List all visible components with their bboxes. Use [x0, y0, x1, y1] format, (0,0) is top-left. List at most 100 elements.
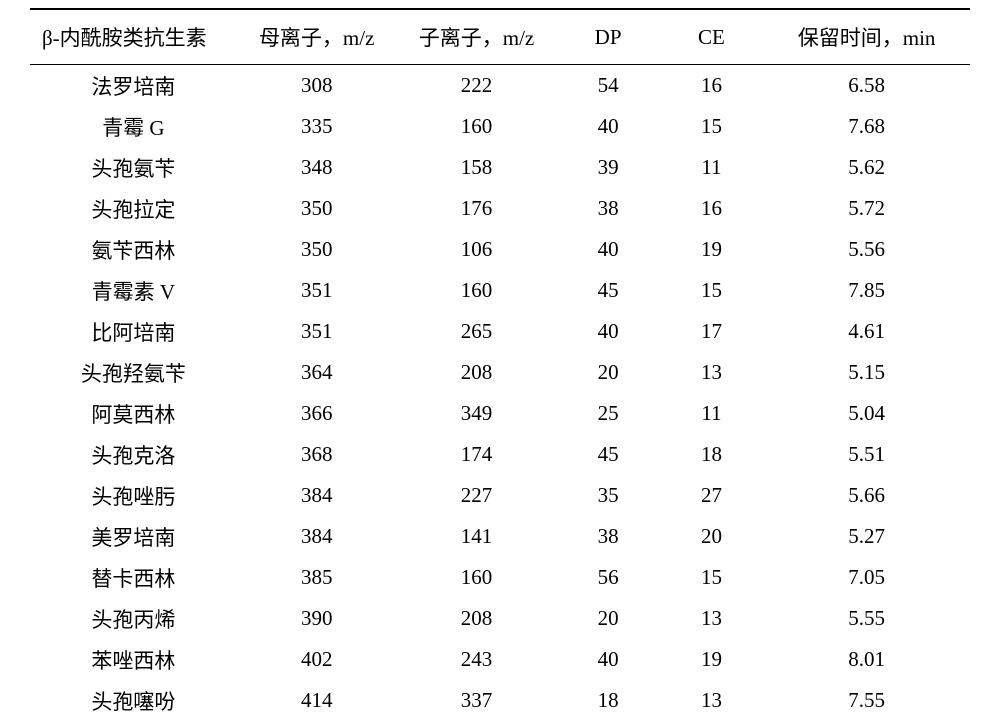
- table-row: 美罗培南38414138205.27: [30, 516, 970, 557]
- cell-parent: 351: [237, 311, 397, 352]
- col-header-name: β-内酰胺类抗生素: [30, 9, 237, 65]
- cell-parent: 414: [237, 680, 397, 721]
- cell-name: 苯唑西林: [30, 639, 237, 680]
- cell-name: 头孢噻吩: [30, 680, 237, 721]
- table-row: 头孢拉定35017638165.72: [30, 188, 970, 229]
- cell-parent: 368: [237, 434, 397, 475]
- table-row: 氨苄西林35010640195.56: [30, 229, 970, 270]
- cell-rt: 5.62: [763, 147, 970, 188]
- cell-ce: 19: [660, 639, 763, 680]
- cell-ce: 15: [660, 270, 763, 311]
- cell-rt: 7.85: [763, 270, 970, 311]
- cell-ce: 18: [660, 434, 763, 475]
- table-row: 阿莫西林36634925115.04: [30, 393, 970, 434]
- cell-rt: 5.15: [763, 352, 970, 393]
- cell-ce: 15: [660, 557, 763, 598]
- cell-parent: 384: [237, 516, 397, 557]
- table-row: 头孢噻吩41433718137.55: [30, 680, 970, 721]
- cell-daughter: 222: [397, 65, 557, 107]
- cell-parent: 350: [237, 229, 397, 270]
- table-row: 头孢氨苄34815839115.62: [30, 147, 970, 188]
- cell-parent: 308: [237, 65, 397, 107]
- cell-daughter: 337: [397, 680, 557, 721]
- cell-parent: 384: [237, 475, 397, 516]
- cell-parent: 348: [237, 147, 397, 188]
- cell-dp: 45: [556, 434, 659, 475]
- cell-dp: 40: [556, 229, 659, 270]
- cell-name: 头孢羟氨苄: [30, 352, 237, 393]
- cell-name: 青霉素 V: [30, 270, 237, 311]
- cell-name: 比阿培南: [30, 311, 237, 352]
- cell-ce: 13: [660, 680, 763, 721]
- cell-name: 替卡西林: [30, 557, 237, 598]
- col-header-ce: CE: [660, 9, 763, 65]
- table-row: 比阿培南35126540174.61: [30, 311, 970, 352]
- cell-dp: 54: [556, 65, 659, 107]
- cell-parent: 350: [237, 188, 397, 229]
- cell-ce: 13: [660, 598, 763, 639]
- cell-rt: 5.51: [763, 434, 970, 475]
- table-row: 头孢唑肟38422735275.66: [30, 475, 970, 516]
- cell-ce: 11: [660, 147, 763, 188]
- cell-parent: 335: [237, 106, 397, 147]
- table-body: 法罗培南30822254166.58青霉 G33516040157.68头孢氨苄…: [30, 65, 970, 721]
- cell-daughter: 176: [397, 188, 557, 229]
- table-row: 头孢克洛36817445185.51: [30, 434, 970, 475]
- cell-name: 头孢氨苄: [30, 147, 237, 188]
- cell-parent: 385: [237, 557, 397, 598]
- cell-daughter: 208: [397, 352, 557, 393]
- cell-dp: 18: [556, 680, 659, 721]
- cell-parent: 390: [237, 598, 397, 639]
- cell-name: 阿莫西林: [30, 393, 237, 434]
- cell-rt: 4.61: [763, 311, 970, 352]
- cell-rt: 5.56: [763, 229, 970, 270]
- cell-dp: 25: [556, 393, 659, 434]
- cell-daughter: 160: [397, 270, 557, 311]
- cell-rt: 7.55: [763, 680, 970, 721]
- cell-daughter: 160: [397, 557, 557, 598]
- cell-rt: 8.01: [763, 639, 970, 680]
- cell-name: 头孢克洛: [30, 434, 237, 475]
- cell-name: 头孢唑肟: [30, 475, 237, 516]
- cell-ce: 15: [660, 106, 763, 147]
- cell-ce: 13: [660, 352, 763, 393]
- cell-rt: 5.55: [763, 598, 970, 639]
- cell-parent: 402: [237, 639, 397, 680]
- cell-dp: 45: [556, 270, 659, 311]
- cell-daughter: 208: [397, 598, 557, 639]
- cell-ce: 27: [660, 475, 763, 516]
- cell-ce: 11: [660, 393, 763, 434]
- cell-daughter: 174: [397, 434, 557, 475]
- table-row: 替卡西林38516056157.05: [30, 557, 970, 598]
- cell-daughter: 141: [397, 516, 557, 557]
- table-row: 法罗培南30822254166.58: [30, 65, 970, 107]
- cell-dp: 20: [556, 598, 659, 639]
- cell-ce: 20: [660, 516, 763, 557]
- cell-parent: 351: [237, 270, 397, 311]
- table-row: 头孢丙烯39020820135.55: [30, 598, 970, 639]
- cell-rt: 7.68: [763, 106, 970, 147]
- col-header-rt: 保留时间，min: [763, 9, 970, 65]
- cell-dp: 20: [556, 352, 659, 393]
- cell-name: 氨苄西林: [30, 229, 237, 270]
- cell-daughter: 265: [397, 311, 557, 352]
- cell-daughter: 349: [397, 393, 557, 434]
- cell-dp: 40: [556, 311, 659, 352]
- cell-rt: 5.66: [763, 475, 970, 516]
- cell-daughter: 158: [397, 147, 557, 188]
- cell-rt: 5.27: [763, 516, 970, 557]
- cell-rt: 6.58: [763, 65, 970, 107]
- cell-daughter: 106: [397, 229, 557, 270]
- cell-parent: 366: [237, 393, 397, 434]
- cell-dp: 35: [556, 475, 659, 516]
- cell-name: 法罗培南: [30, 65, 237, 107]
- cell-dp: 39: [556, 147, 659, 188]
- table-row: 青霉 G33516040157.68: [30, 106, 970, 147]
- cell-name: 青霉 G: [30, 106, 237, 147]
- table-row: 头孢羟氨苄36420820135.15: [30, 352, 970, 393]
- cell-ce: 17: [660, 311, 763, 352]
- cell-dp: 40: [556, 639, 659, 680]
- cell-daughter: 160: [397, 106, 557, 147]
- col-header-parent: 母离子，m/z: [237, 9, 397, 65]
- col-header-daughter: 子离子，m/z: [397, 9, 557, 65]
